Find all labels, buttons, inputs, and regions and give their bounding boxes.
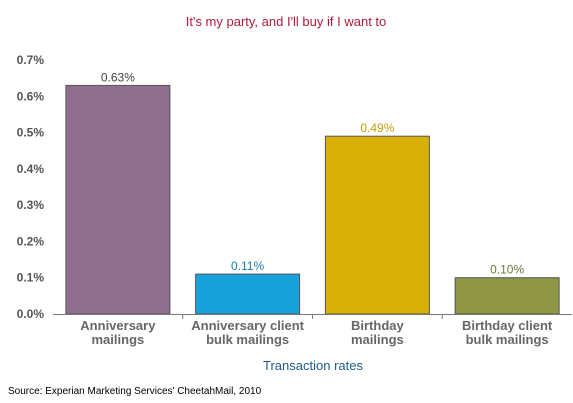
- y-tick-label: 0.1%: [17, 271, 45, 285]
- bar: [324, 135, 430, 315]
- x-tick-label: Birthday mailings: [351, 318, 405, 347]
- x-tick-label: Anniversary client bulk mailings: [191, 318, 304, 347]
- bar: [454, 277, 560, 315]
- y-tick-label: 0.7%: [17, 53, 45, 67]
- data-label: 0.49%: [360, 121, 394, 135]
- data-label: 0.10%: [490, 263, 524, 277]
- y-tick-label: 0.2%: [17, 234, 45, 248]
- source-note: Source: Experian Marketing Services' Che…: [8, 386, 262, 397]
- bar: [65, 84, 171, 315]
- x-tick-label: Birthday client bulk mailings: [462, 318, 553, 347]
- chart-title: It's my party, and I'll buy if I want to: [186, 14, 387, 29]
- data-label: 0.63%: [101, 70, 135, 84]
- bar: [195, 273, 301, 315]
- y-tick-label: 0.0%: [17, 307, 45, 321]
- y-axis: 0.0% 0.1% 0.2% 0.3% 0.4% 0.5% 0.6% 0.7%: [17, 53, 45, 321]
- y-tick-label: 0.5%: [17, 126, 45, 140]
- x-axis: Anniversary mailings Anniversary client bul…: [53, 314, 572, 347]
- bars: 0.63% 0.11% 0.49% 0.10%: [65, 70, 560, 315]
- y-tick-label: 0.6%: [17, 89, 45, 103]
- x-tick-label: Anniversary mailings: [80, 318, 156, 347]
- x-axis-title: Transaction rates: [263, 358, 363, 373]
- data-label: 0.11%: [231, 259, 264, 273]
- y-tick-label: 0.3%: [17, 198, 45, 212]
- y-tick-label: 0.4%: [17, 162, 45, 176]
